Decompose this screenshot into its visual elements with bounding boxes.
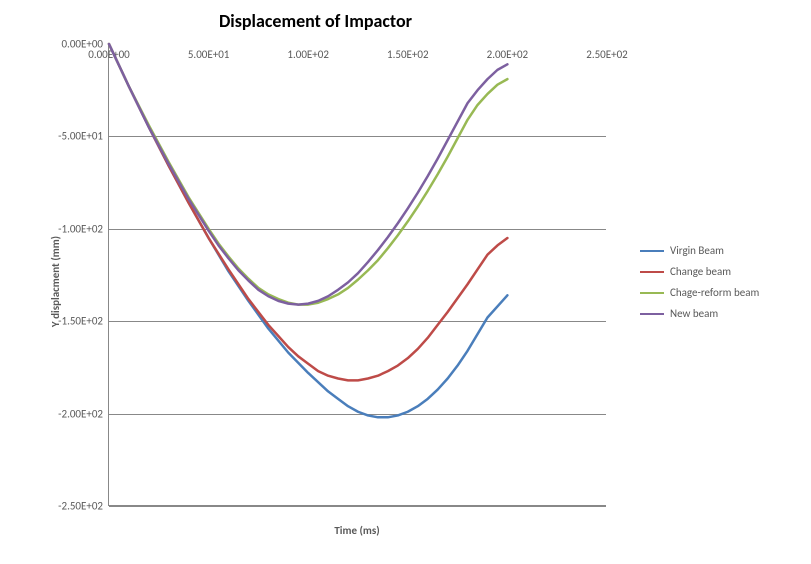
ytick-label: -2.50E+02 [58,500,103,513]
legend-item: New beam [640,307,759,320]
series-svg [109,44,607,506]
series-line [109,44,507,305]
legend-label: Change beam [670,265,731,278]
chart-title: Displacement of Impactor [0,10,631,32]
legend-label: New beam [670,307,718,320]
legend-item: Chage-reform beam [640,286,759,299]
ytick-label: -1.50E+02 [58,315,103,328]
legend-swatch [640,313,664,315]
ytick-label: -2.00E+02 [58,407,103,420]
legend-item: Change beam [640,265,759,278]
gridline [109,506,606,507]
legend-swatch [640,292,664,294]
y-axis-label: Y displacment (mm) [49,236,62,327]
series-line [109,44,507,380]
legend-swatch [640,271,664,273]
legend-item: Virgin Beam [640,244,759,257]
legend-label: Chage-reform beam [670,286,759,299]
ytick-label: -5.00E+01 [58,130,103,143]
x-axis-label: Time (ms) [108,524,606,537]
plot-area: 0.00E+00-5.00E+01-1.00E+02-1.50E+02-2.00… [108,44,606,506]
chart-container: Displacement of Impactor 0.00E+00-5.00E+… [0,0,811,564]
ytick-label: -1.00E+02 [58,222,103,235]
legend-label: Virgin Beam [670,244,724,257]
series-line [109,44,507,417]
legend: Virgin Beam Change beam Chage-reform beam N… [640,244,759,328]
series-line [109,44,507,305]
legend-swatch [640,250,664,252]
